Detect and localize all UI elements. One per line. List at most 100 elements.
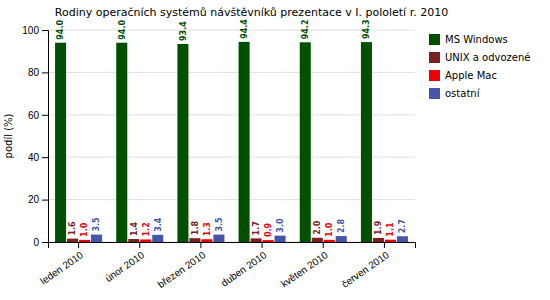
bar (189, 238, 200, 242)
tick-label: únor 2010 (103, 249, 147, 284)
bar (67, 239, 78, 242)
grid-line (48, 157, 415, 158)
tick-mark (42, 157, 48, 158)
bar (128, 239, 139, 242)
tick-label: 20 (28, 194, 40, 205)
bar (213, 235, 224, 242)
data-label: 2.8 (337, 218, 346, 233)
series (55, 42, 372, 242)
bar (152, 235, 163, 242)
tick-mark (42, 115, 48, 116)
bar (385, 240, 396, 242)
axis-title: podíl (%) (3, 113, 14, 158)
grid (48, 30, 415, 242)
series (91, 235, 408, 242)
title: Rodiny operačních systémů návštěvníků pr… (55, 6, 448, 19)
x-tick: únor 2010 (103, 242, 147, 284)
data-label: 1.9 (374, 220, 383, 235)
grid-line (48, 30, 415, 31)
tick-mark (42, 242, 48, 243)
legend-item: MS Windows (429, 34, 508, 45)
grid-line (48, 114, 415, 115)
data-label: 3.4 (154, 217, 163, 232)
grid-line (48, 72, 415, 73)
bar (91, 235, 102, 242)
bar (336, 236, 347, 242)
data-label: 1.4 (130, 221, 139, 236)
bar (201, 239, 212, 242)
y-tick: 100 (22, 25, 48, 36)
y-tick: 40 (28, 152, 48, 163)
legend-swatch (429, 88, 440, 99)
legend-label: ostatní (445, 88, 481, 99)
data-label: 1.0 (325, 222, 334, 237)
tick-mark (42, 30, 48, 31)
tick-mark (384, 242, 385, 248)
grid-line (48, 199, 415, 200)
bar (251, 238, 262, 242)
bar (79, 240, 90, 242)
tick-label: 40 (28, 152, 40, 163)
x-tick: červen 2010 (339, 242, 391, 290)
data-label: 1.3 (203, 222, 212, 236)
bar (373, 238, 384, 242)
tick-label: 100 (22, 25, 39, 36)
data-label: 2.7 (398, 219, 407, 233)
tick-label: květen 2010 (279, 249, 330, 290)
y-tick: 0 (33, 237, 48, 248)
bars (55, 42, 408, 242)
data-label: 93.4 (179, 21, 188, 41)
legend-label: Apple Mac (445, 70, 497, 81)
y-tick: 20 (28, 194, 48, 205)
tick-label: leden 2010 (38, 249, 85, 287)
y-tick: 60 (28, 110, 48, 121)
chart: Rodiny operačních systémů návštěvníků pr… (0, 0, 550, 300)
x-tick: květen 2010 (279, 242, 330, 289)
data-label: 1.7 (252, 221, 261, 235)
axis-line (49, 243, 416, 249)
tick-label: březen 2010 (156, 249, 208, 290)
axis-line (42, 31, 49, 243)
bar (116, 43, 127, 242)
bar (312, 238, 323, 242)
data-label: 0.9 (264, 222, 273, 237)
data-label: 2.0 (313, 220, 322, 235)
legend-item: Apple Mac (429, 70, 497, 81)
data-label: 94.3 (362, 19, 371, 39)
tick-label: 0 (33, 237, 39, 248)
y-tick: 80 (28, 67, 48, 78)
data-label: 3.0 (276, 218, 285, 233)
tick-label: červen 2010 (339, 249, 391, 290)
bar (55, 43, 66, 242)
legend-item: UNIX a odvozené (429, 52, 530, 63)
data-label: 94.4 (240, 19, 249, 39)
data-label: 3.5 (215, 217, 224, 232)
data-label: 94.2 (301, 20, 310, 40)
tick-mark (262, 242, 263, 248)
tick-mark (139, 242, 140, 248)
legend-swatch (429, 52, 440, 63)
data-label: 1.6 (68, 221, 77, 236)
data-labels: 94.094.093.494.494.294.31.61.41.81.72.01… (56, 19, 407, 237)
legend-label: UNIX a odvozené (445, 52, 530, 63)
tick-mark (200, 242, 201, 248)
tick-mark (78, 242, 79, 248)
y-axis: 0 20 40 60 80 100 (22, 25, 48, 248)
x-tick: duben 2010 (219, 242, 269, 289)
data-label: 1.0 (80, 222, 89, 237)
x-tick: leden 2010 (38, 242, 85, 287)
tick-label: 60 (28, 110, 40, 121)
data-label: 94.0 (56, 20, 65, 40)
bar (300, 42, 311, 242)
bar (140, 239, 151, 242)
tick-label: duben 2010 (219, 249, 269, 289)
tick-mark (42, 72, 48, 73)
plot: 0 20 40 60 80 100 leden 2010 únor 2010 březen 20… (3, 19, 416, 290)
x-tick: březen 2010 (156, 242, 208, 290)
bar (239, 42, 250, 242)
bar (263, 240, 274, 242)
series (79, 239, 396, 242)
legend-swatch (429, 70, 440, 81)
legend-label: MS Windows (445, 34, 508, 45)
legend-swatch (429, 34, 440, 45)
